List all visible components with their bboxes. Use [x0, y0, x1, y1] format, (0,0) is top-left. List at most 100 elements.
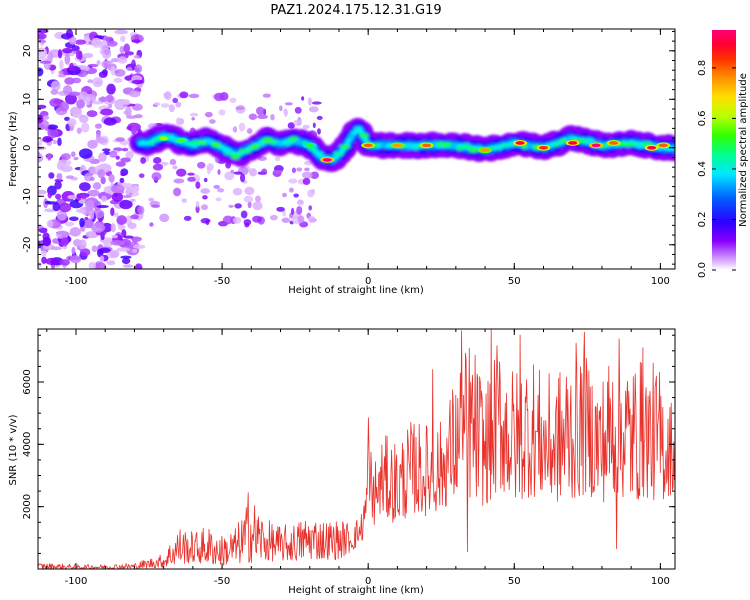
- noise-patch: [55, 193, 62, 200]
- noise-patch: [111, 192, 124, 202]
- noise-patch: [114, 29, 128, 35]
- noise-patch: [87, 79, 94, 84]
- noise-patch: [131, 248, 138, 253]
- noise-patch: [304, 160, 313, 166]
- noise-patch: [213, 184, 220, 189]
- noise-patches: [38, 29, 323, 269]
- colorbar-tick-label: 0.0: [697, 262, 708, 278]
- noise-patch: [94, 123, 103, 129]
- noise-patch: [74, 39, 87, 45]
- noise-patch: [108, 173, 115, 183]
- noise-patch: [304, 167, 310, 172]
- noise-patch: [274, 156, 281, 162]
- noise-patch: [41, 256, 47, 264]
- noise-patch: [78, 182, 91, 192]
- noise-patch: [252, 201, 263, 211]
- noise-patch: [76, 127, 82, 134]
- noise-patch: [117, 56, 128, 64]
- noise-patch: [311, 101, 322, 105]
- noise-patch: [57, 74, 67, 78]
- noise-patch: [130, 214, 139, 220]
- noise-patch: [149, 222, 154, 227]
- noise-patch: [283, 108, 288, 117]
- noise-patch: [100, 176, 106, 185]
- y-tick-label: 20: [22, 44, 33, 57]
- noise-patch: [188, 93, 200, 99]
- noise-patch: [57, 137, 62, 147]
- noise-patch: [153, 157, 162, 164]
- noise-patch: [252, 215, 262, 223]
- noise-patch: [69, 227, 81, 237]
- noise-patch: [64, 53, 71, 65]
- noise-patch: [153, 102, 161, 106]
- noise-patch: [232, 216, 242, 224]
- x-tick-label: -100: [65, 576, 88, 587]
- noise-patch: [232, 126, 238, 133]
- noise-patch: [80, 122, 90, 133]
- x-tick-label: 50: [508, 276, 521, 287]
- noise-patch: [308, 205, 312, 211]
- noise-patch: [47, 127, 59, 139]
- noise-patch: [96, 204, 109, 209]
- spectrogram-y-label: Frequency (Hz): [8, 111, 19, 187]
- noise-patch: [38, 104, 47, 109]
- noise-patch: [42, 236, 52, 247]
- noise-patch: [127, 222, 137, 230]
- noise-patch: [98, 152, 107, 163]
- noise-patch: [307, 189, 315, 198]
- noise-patch: [97, 169, 106, 179]
- noise-patch: [94, 80, 102, 85]
- snr-series-line: [38, 329, 675, 569]
- noise-patch: [52, 202, 61, 212]
- ridge-blob: [256, 141, 266, 147]
- noise-patch: [46, 219, 54, 228]
- y-tick-label: 2000: [22, 494, 33, 519]
- noise-patch: [57, 49, 63, 59]
- noise-patch: [47, 153, 52, 161]
- noise-patch: [308, 106, 319, 113]
- noise-patch: [110, 222, 116, 233]
- noise-patch: [119, 45, 125, 54]
- noise-patch: [197, 161, 206, 169]
- y-tick-label: 0: [22, 145, 33, 151]
- noise-patch: [230, 169, 235, 174]
- noise-patch: [86, 110, 98, 118]
- noise-patch: [84, 96, 91, 106]
- noise-patch: [291, 167, 296, 174]
- noise-patch: [229, 97, 237, 103]
- colorbar-label: Normalized spectral amplitude: [738, 73, 749, 227]
- ridge-blob: [508, 143, 516, 148]
- peak-region: [322, 158, 332, 162]
- noise-patch: [50, 89, 59, 95]
- noise-patch: [70, 151, 76, 158]
- noise-patch: [290, 207, 295, 216]
- noise-patch: [95, 137, 108, 144]
- noise-patch: [164, 91, 172, 101]
- peak-region: [422, 143, 432, 148]
- noise-patch: [71, 246, 76, 255]
- noise-patch: [59, 202, 72, 213]
- noise-patch: [108, 103, 113, 109]
- noise-patch: [172, 97, 179, 104]
- ridge-blob: [314, 151, 324, 157]
- noise-patch: [233, 171, 243, 175]
- noise-patch: [103, 117, 117, 126]
- snr-frame: [37, 328, 676, 570]
- noise-patch: [214, 92, 225, 102]
- noise-patch: [78, 148, 93, 159]
- ridge-blob: [559, 137, 568, 143]
- ridge-blob: [455, 145, 466, 151]
- noise-patch: [247, 201, 252, 209]
- x-tick-label: 0: [365, 576, 371, 587]
- noise-patch: [134, 64, 143, 74]
- noise-patch: [249, 168, 258, 177]
- noise-patch: [106, 40, 118, 47]
- ridge-blob: [410, 144, 421, 150]
- noise-patch: [132, 244, 146, 249]
- noise-patch: [99, 255, 105, 263]
- noise-patch: [44, 137, 54, 142]
- colorbar-ticks: 0.0 0.2 0.4 0.6 0.8: [697, 60, 736, 278]
- noise-patch: [205, 219, 210, 226]
- peak-region: [392, 143, 402, 148]
- noise-patch: [261, 168, 268, 175]
